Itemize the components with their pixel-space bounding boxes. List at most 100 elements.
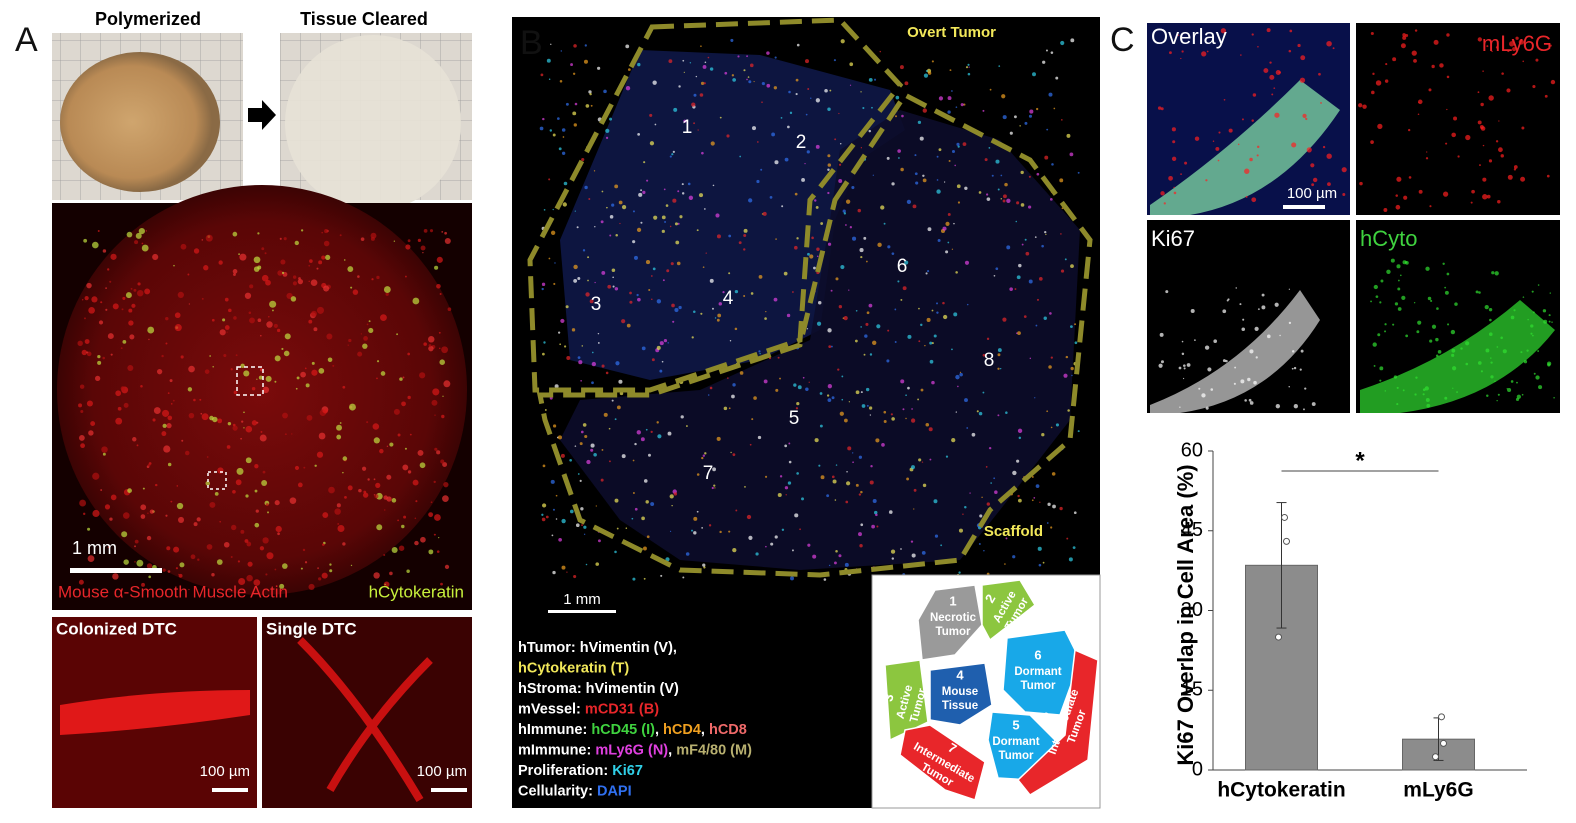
texture <box>703 566 706 569</box>
texture <box>1183 367 1186 370</box>
texture <box>1020 203 1025 207</box>
texture <box>147 463 151 467</box>
texture <box>947 213 951 216</box>
texture <box>1050 356 1053 359</box>
texture <box>855 309 858 312</box>
texture <box>827 398 832 403</box>
texture <box>419 372 426 379</box>
texture <box>1312 177 1318 183</box>
texture <box>826 494 830 498</box>
texture <box>577 473 580 475</box>
texture <box>414 540 419 546</box>
texture <box>734 327 738 331</box>
texture <box>869 353 873 356</box>
texture <box>626 323 631 328</box>
photo-title: Polymerized <box>95 9 201 29</box>
texture <box>696 229 699 232</box>
texture <box>1426 151 1428 153</box>
texture <box>1425 398 1430 402</box>
texture <box>1522 296 1525 298</box>
texture <box>951 248 954 250</box>
texture <box>1397 279 1400 282</box>
texture <box>1059 506 1063 511</box>
texture <box>172 399 175 402</box>
texture <box>337 523 340 525</box>
texture <box>260 430 263 433</box>
texture <box>1543 319 1548 324</box>
texture <box>701 527 704 529</box>
texture <box>1014 288 1017 290</box>
texture <box>956 142 960 146</box>
texture <box>174 324 182 332</box>
texture <box>808 381 810 383</box>
texture <box>214 492 219 496</box>
texture <box>789 111 793 115</box>
gel <box>60 52 220 192</box>
texture <box>834 138 837 141</box>
texture <box>1451 353 1455 357</box>
texture <box>1396 386 1399 389</box>
texture <box>727 377 729 379</box>
texture <box>563 181 568 186</box>
texture <box>193 398 196 402</box>
texture <box>615 361 620 366</box>
texture <box>1235 287 1237 289</box>
texture <box>134 240 139 245</box>
texture <box>985 466 988 468</box>
texture <box>572 111 577 116</box>
texture <box>1016 275 1021 280</box>
texture <box>816 321 822 326</box>
texture <box>78 403 83 408</box>
texture <box>1305 117 1308 121</box>
texture <box>839 143 842 145</box>
texture <box>128 308 133 313</box>
texture <box>1446 33 1450 37</box>
texture <box>1523 360 1528 364</box>
texture <box>986 337 990 341</box>
texture <box>204 369 210 374</box>
texture <box>1342 193 1346 197</box>
texture <box>404 447 407 450</box>
texture <box>209 501 216 508</box>
texture <box>830 345 833 348</box>
texture <box>775 238 777 240</box>
texture <box>1311 183 1315 187</box>
texture <box>86 400 93 407</box>
texture <box>1046 410 1049 413</box>
legend-segment: mImmune: <box>518 742 595 758</box>
texture <box>374 494 379 499</box>
texture <box>368 320 371 323</box>
texture <box>253 579 261 586</box>
texture <box>580 507 584 511</box>
texture <box>253 266 260 272</box>
texture <box>666 269 670 273</box>
texture <box>614 418 617 421</box>
texture <box>827 154 831 158</box>
texture <box>831 475 835 479</box>
texture <box>274 355 281 362</box>
texture <box>749 443 752 446</box>
texture <box>906 477 910 481</box>
texture <box>266 321 273 328</box>
texture <box>913 488 917 492</box>
texture <box>845 224 847 226</box>
texture <box>311 310 317 317</box>
texture <box>849 226 853 229</box>
texture <box>957 145 960 148</box>
texture <box>583 525 587 529</box>
texture <box>851 185 855 190</box>
texture <box>749 63 754 68</box>
texture <box>316 451 324 458</box>
texture <box>570 63 574 67</box>
texture <box>97 229 100 232</box>
texture <box>1028 279 1033 284</box>
texture <box>305 383 310 388</box>
texture <box>691 529 694 532</box>
texture <box>1159 332 1164 337</box>
texture <box>318 260 323 265</box>
texture <box>196 517 201 522</box>
texture <box>434 414 436 416</box>
y-tick-label: 45 <box>1181 519 1203 541</box>
texture <box>1496 346 1499 348</box>
texture <box>123 559 129 565</box>
